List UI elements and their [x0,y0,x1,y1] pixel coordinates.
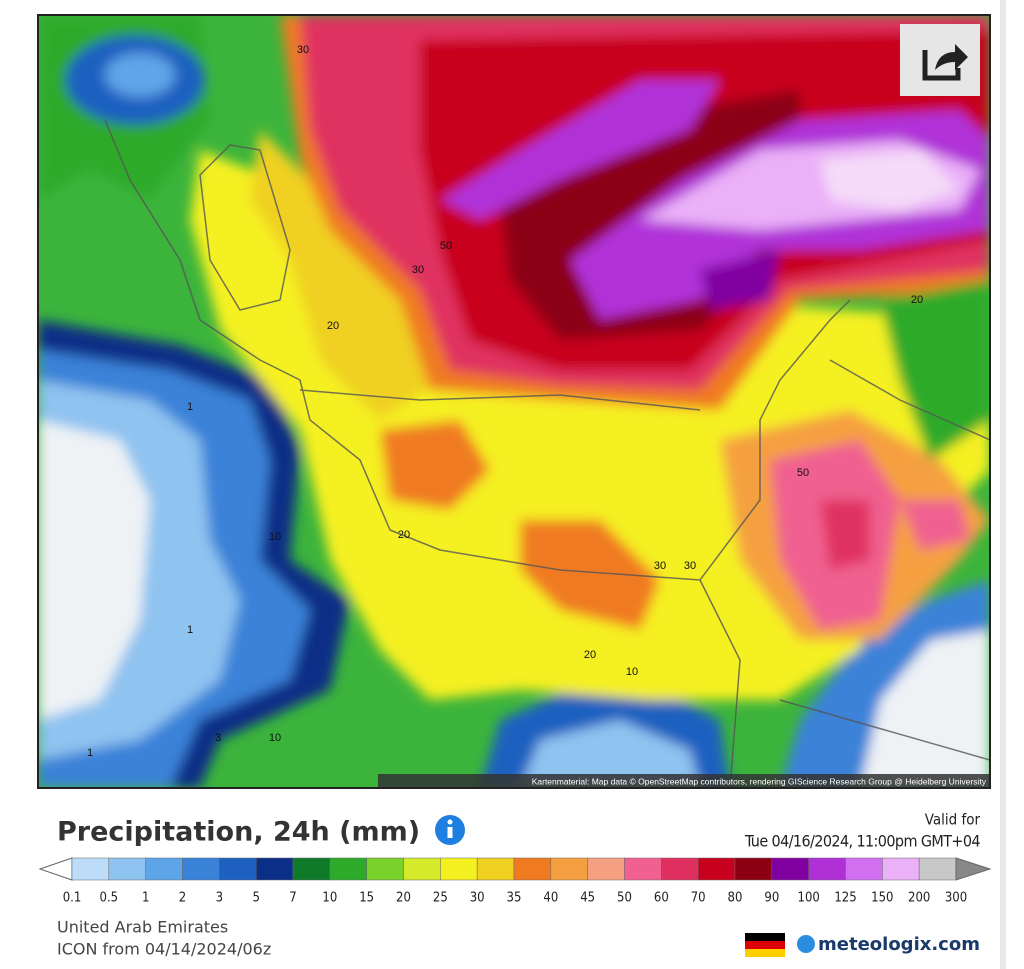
contour-label: 30 [412,264,424,276]
precipitation-fields [38,15,990,788]
contour-label: 50 [797,467,809,479]
legend-label: 50 [617,891,632,906]
contour-label: 20 [584,649,596,661]
contour-label: 3 [215,732,221,744]
region: United Arab Emirates [57,918,228,937]
legend-swatch [403,857,441,881]
legend-label: 30 [470,891,485,906]
precipitation-map: 30 50 30 20 20 1 50 10 20 30 30 1 20 10 3 10 1 Kartenmat… [38,15,990,788]
legend-label: 200 [908,891,930,906]
legend-label: 100 [798,891,820,906]
legend-label: 3 [216,891,223,906]
contour-label: 1 [187,401,193,413]
legend-swatch [771,857,809,881]
valid-time: Tue 04/16/2024, 11:00pm GMT+04 [744,832,980,851]
legend-swatch [71,857,110,881]
legend-label: 1 [142,891,149,906]
contour-label: 20 [398,529,410,541]
legend-label: 60 [654,891,669,906]
legend-label: 7 [289,891,296,906]
map-frame [37,14,991,789]
flag [745,933,785,957]
legend-label: 2 [179,891,186,906]
borders [104,119,990,788]
legend-swatch [661,857,699,881]
legend-swatch [845,857,883,881]
legend-swatch [513,857,552,881]
legend-swatch [182,857,220,881]
legend-label: 35 [507,891,522,906]
legend-swatch [255,857,294,881]
legend-label: 90 [764,891,779,906]
contour-label: 10 [626,666,638,678]
legend-swatch [329,857,367,881]
legend-below [38,857,73,881]
contour-label: 20 [911,294,923,306]
contour-label: 1 [87,747,93,759]
legend-label: 125 [834,891,856,906]
contour-labels: 30 50 30 20 20 1 50 10 20 30 30 1 20 10 3 10 1 [87,44,923,759]
contour-label: 30 [654,560,666,572]
brand-logo [797,935,815,953]
share-icon [922,50,961,81]
legend-swatch [587,857,625,881]
share-arrow [935,44,968,70]
legend-swatch [292,857,331,881]
legend-label: 80 [728,891,743,906]
info-stem [447,827,453,838]
contour-label: 1 [187,624,193,636]
legend-label: 300 [945,891,967,906]
scrollbar[interactable] [1000,0,1006,969]
legend-label: 70 [691,891,706,906]
legend-label: 45 [580,891,595,906]
legend-swatch [440,857,478,881]
legend-swatch [697,857,736,881]
legend-swatch [734,857,773,881]
legend-label: 150 [871,891,893,906]
contour-label: 10 [269,732,281,744]
contour-label: 10 [269,531,281,543]
legend-above [955,857,992,881]
legend-swatch [476,857,515,881]
legend-label: 40 [543,891,558,906]
legend: 0.1 0.5 1 2 3 5 7 10 15 20 25 30 35 40 45 50 60 70 80 90 100… [38,857,992,906]
legend-label: 15 [359,891,374,906]
attribution-bg [378,774,990,788]
contour-label: 30 [297,44,309,56]
legend-label: 0.1 [63,891,82,906]
info-dot [447,819,453,825]
legend-swatch [145,857,183,881]
legend-swatch [624,857,662,881]
legend-swatch [882,857,920,881]
legend-label: 25 [433,891,448,906]
attribution: Kartenmaterial: Map data © OpenStreetMap… [532,776,987,786]
contour-label: 20 [327,320,339,332]
legend-label: 0.5 [100,891,119,906]
legend-label: 10 [322,891,337,906]
title: Precipitation, 24h (mm) [57,817,420,848]
brand[interactable]: meteologix.com [818,934,980,955]
legend-swatch [808,857,846,881]
contour-label: 50 [440,240,452,252]
legend-swatch [918,857,957,881]
legend-label: 20 [396,891,411,906]
legend-label: 5 [252,891,259,906]
legend-swatch [550,857,588,881]
share-button[interactable] [900,24,980,96]
info-button[interactable] [435,815,465,845]
legend-swatch [219,857,257,881]
legend-swatch [366,857,404,881]
legend-swatch [108,857,146,881]
contour-label: 30 [684,560,696,572]
valid-label: Valid for [925,811,981,829]
model-run: ICON from 04/14/2024/06z [57,940,271,959]
